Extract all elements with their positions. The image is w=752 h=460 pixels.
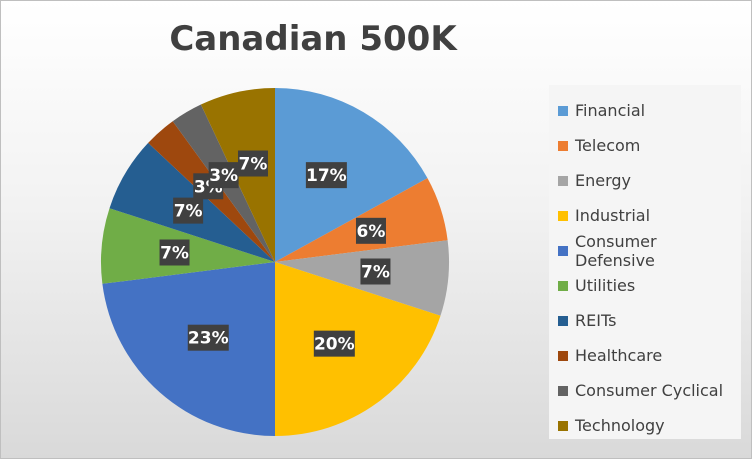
legend-item-consumer-defensive: Consumer Defensive <box>549 231 741 270</box>
data-label-box <box>313 330 355 357</box>
legend-label: Consumer Defensive <box>575 231 657 270</box>
legend-label: Financial <box>575 101 646 120</box>
legend-swatch <box>558 350 568 361</box>
data-label-financial: 17% <box>305 162 347 189</box>
legend-swatch <box>558 245 568 256</box>
legend-item-healthcare: Healthcare <box>549 338 741 373</box>
legend-item-financial: Financial <box>549 93 741 128</box>
data-label-text: 3% <box>209 166 238 186</box>
data-label-box <box>159 239 190 266</box>
data-label-text: 7% <box>160 244 189 264</box>
legend-label: Utilities <box>575 276 636 295</box>
data-label-technology: 7% <box>237 150 268 177</box>
legend-swatch <box>558 175 568 186</box>
legend-swatch <box>558 210 568 221</box>
data-label-box <box>360 258 391 285</box>
legend-swatch <box>558 420 568 431</box>
legend-item-industrial: Industrial <box>549 198 741 233</box>
legend-swatch <box>558 315 568 326</box>
data-label-telecom: 6% <box>355 217 386 244</box>
chart-title: Canadian 500K <box>169 19 457 59</box>
legend-label: Healthcare <box>575 346 663 365</box>
data-label-energy: 7% <box>360 258 391 285</box>
pie-slice-industrial <box>275 262 441 436</box>
data-label-text: 20% <box>314 335 355 355</box>
legend-label: REITs <box>575 311 617 330</box>
legend-swatch <box>558 385 568 396</box>
data-label-text: 7% <box>239 155 268 175</box>
legend-item-energy: Energy <box>549 163 741 198</box>
legend-item-telecom: Telecom <box>549 128 741 163</box>
data-label-box <box>237 150 268 177</box>
legend-item-utilities: Utilities <box>549 268 741 303</box>
data-label-reits: 7% <box>173 197 204 224</box>
data-label-consumer-defensive: 23% <box>187 324 229 351</box>
legend: Financial Telecom Energy Industrial Consumer… <box>549 85 741 439</box>
data-label-box <box>355 217 386 244</box>
data-label-box <box>305 162 347 189</box>
legend-label: Industrial <box>575 206 651 225</box>
legend-item-consumer-cyclical: Consumer Cyclical <box>549 373 741 408</box>
data-label-box <box>173 197 204 224</box>
data-label-text: 23% <box>188 329 229 349</box>
legend-item-reits: REITs <box>549 303 741 338</box>
legend-swatch <box>558 105 568 116</box>
legend-label: Energy <box>575 171 632 190</box>
legend-item-technology: Technology <box>549 408 741 443</box>
legend-label: Technology <box>575 416 665 435</box>
legend-label: Consumer Cyclical <box>575 381 724 400</box>
data-label-utilities: 7% <box>159 239 190 266</box>
legend-swatch <box>558 280 568 291</box>
data-label-box <box>208 162 239 189</box>
data-label-text: 17% <box>306 166 347 186</box>
data-label-text: 6% <box>357 222 386 242</box>
data-label-industrial: 20% <box>313 330 355 357</box>
legend-swatch <box>558 140 568 151</box>
data-label-text: 7% <box>174 202 203 222</box>
data-label-text: 7% <box>361 262 390 282</box>
data-label-consumer-cyclical: 3% <box>208 162 239 189</box>
pie-slice-financial <box>275 88 428 262</box>
data-label-box <box>187 324 229 351</box>
legend-label: Telecom <box>575 136 641 155</box>
